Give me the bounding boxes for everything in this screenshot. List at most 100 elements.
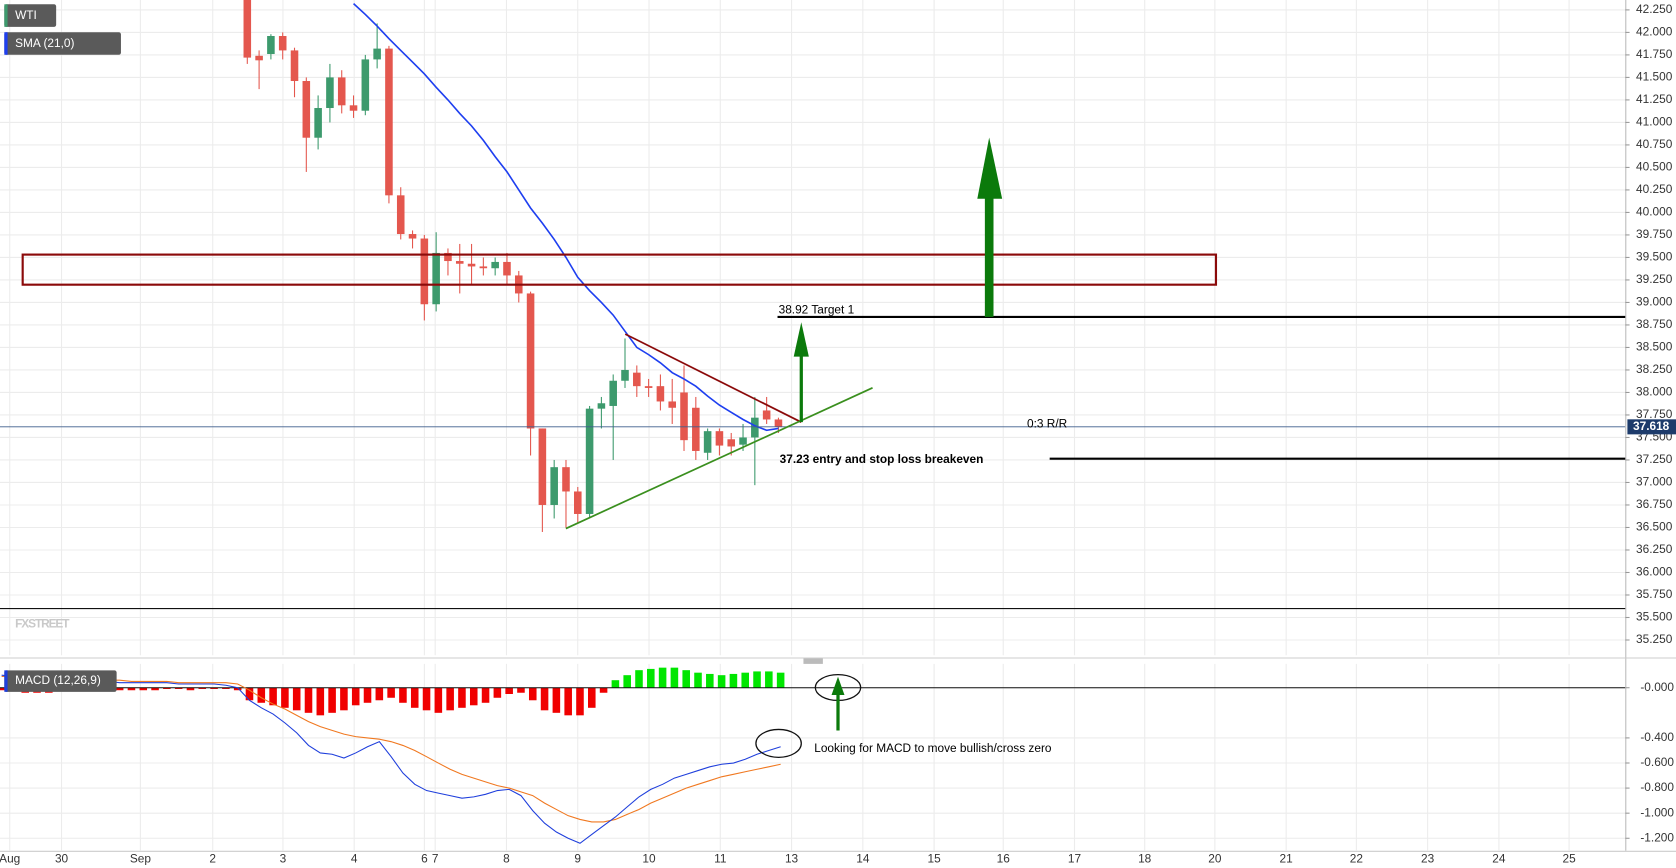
y-tick-label: 40.500	[1636, 160, 1673, 174]
candle-body	[597, 403, 606, 409]
histogram-bar	[245, 687, 254, 701]
candle-body	[585, 408, 594, 514]
x-tick-label: 10	[642, 852, 656, 866]
x-tick-label: 3	[280, 852, 287, 866]
macd-panel	[0, 667, 1626, 844]
candle-body	[243, 0, 252, 58]
badge-stripe	[4, 32, 8, 55]
legend-badge	[4, 32, 121, 55]
y-tick-label: -0.000	[1640, 680, 1674, 694]
histogram-bar	[458, 687, 466, 708]
annotation: Looking for MACD to move bullish/cross z…	[814, 741, 1052, 755]
symbol-badge	[4, 4, 57, 27]
histogram-bar	[174, 687, 183, 689]
histogram-bar	[623, 675, 631, 688]
y-tick-label: -0.600	[1640, 755, 1674, 769]
histogram-bar	[717, 675, 726, 688]
y-tick-label: 39.000	[1636, 295, 1673, 309]
signal-line	[1, 675, 781, 823]
x-tick-label: 6	[421, 852, 428, 866]
histogram-bar	[139, 687, 148, 691]
candle-body	[503, 261, 511, 276]
x-tick-label: 2	[209, 852, 216, 866]
y-tick-label: 40.000	[1636, 205, 1673, 219]
candle-body	[479, 266, 488, 269]
histogram-bar	[729, 673, 738, 688]
candle-body	[314, 108, 322, 138]
histogram-bar	[635, 670, 643, 688]
highlight-circle	[755, 728, 802, 758]
candle-body	[349, 105, 358, 111]
candle-body	[361, 59, 370, 111]
y-tick-label: 36.250	[1636, 542, 1673, 556]
histogram-bar	[469, 687, 478, 706]
y-tick-label: 36.000	[1636, 565, 1673, 579]
x-tick-label: 9	[574, 852, 581, 866]
y-tick-label: 41.500	[1636, 70, 1673, 84]
sma-line	[353, 3, 779, 432]
x-tick-label: 30	[55, 852, 69, 866]
legend-label: MACD (12,26,9)	[15, 673, 101, 687]
candle-body	[574, 491, 582, 514]
histogram-bar	[269, 687, 277, 706]
y-tick-label: 39.250	[1636, 272, 1673, 286]
histogram-bar	[351, 687, 360, 706]
x-tick-label: 4	[351, 852, 358, 866]
y-tick-label: 41.000	[1636, 115, 1673, 129]
y-tick-label: 36.750	[1636, 497, 1673, 511]
drag-handle	[803, 658, 823, 664]
y-tick-label: 36.500	[1636, 520, 1673, 534]
candle-body	[774, 419, 783, 427]
candle-body	[692, 407, 700, 451]
candle-body	[621, 369, 629, 381]
symbol-label: WTI	[15, 8, 37, 22]
histogram-bar	[765, 671, 773, 688]
y-tick-label: 40.250	[1636, 182, 1673, 196]
x-tick-label: 20	[1208, 852, 1222, 866]
candle-body	[290, 50, 299, 82]
histogram-bar	[564, 687, 572, 716]
y-tick-label: 38.750	[1636, 317, 1673, 331]
histogram-bar	[528, 687, 537, 701]
candle-body	[739, 437, 747, 445]
histogram-bar	[505, 687, 513, 694]
histogram-bar	[222, 687, 230, 689]
y-tick-label: 35.250	[1636, 632, 1673, 646]
histogram-bar	[741, 672, 750, 688]
histogram-bar	[198, 687, 207, 689]
histogram-bar	[647, 668, 655, 688]
y-tick-label: 35.500	[1636, 610, 1673, 624]
annotation: 37.23 entry and stop loss breakeven	[780, 452, 984, 466]
y-tick-label: -1.000	[1640, 805, 1674, 819]
candle-body	[278, 36, 287, 51]
y-tick-label: -1.200	[1640, 830, 1674, 844]
candle-body	[609, 380, 617, 406]
macd-line	[1, 674, 781, 844]
annotation: 0:3 R/R	[1027, 416, 1067, 430]
arrow-head	[831, 676, 845, 696]
candle-body	[302, 81, 311, 138]
histogram-bar	[163, 687, 171, 689]
candle-body	[762, 410, 771, 420]
x-tick-label: 8	[503, 852, 510, 866]
x-tick-label: 25	[1562, 852, 1576, 866]
candle-body	[432, 252, 440, 305]
histogram-bar	[446, 687, 454, 711]
y-tick-label: 37.750	[1636, 407, 1673, 421]
y-tick-label: 42.000	[1636, 25, 1673, 39]
candle-body	[715, 431, 724, 446]
histogram-bar	[706, 673, 714, 688]
y-tick-label: 38.500	[1636, 340, 1673, 354]
resistance-zone	[21, 253, 1218, 286]
arrow-head	[793, 322, 809, 357]
candle-body	[385, 48, 393, 196]
x-tick-label: 24	[1492, 852, 1506, 866]
histogram-bar	[481, 687, 490, 703]
candle-body	[408, 234, 417, 239]
candle-body	[337, 77, 346, 106]
histogram-bar	[340, 687, 348, 711]
histogram-bar	[682, 670, 690, 688]
x-tick-label: 17	[1068, 852, 1081, 866]
histogram-bar	[776, 672, 785, 688]
